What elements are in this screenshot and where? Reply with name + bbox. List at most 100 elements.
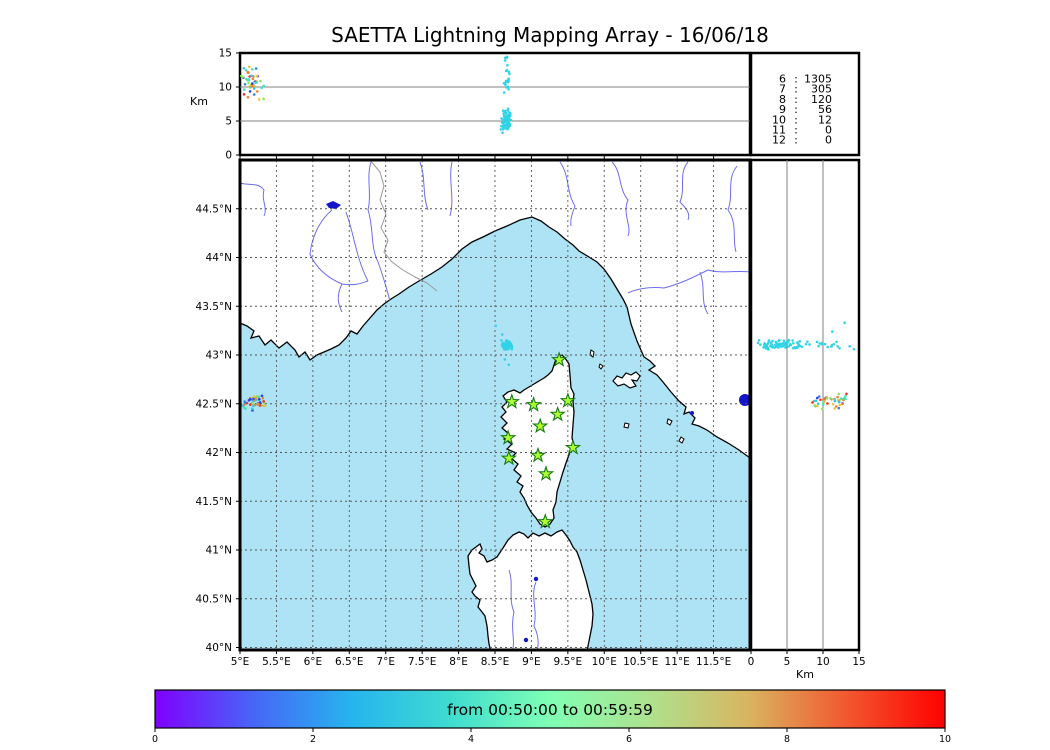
lightning-source-dot	[784, 346, 787, 349]
right-altitude-tick-label: 0	[748, 656, 755, 668]
lightning-source-dot	[242, 88, 246, 91]
lightning-source-dot	[255, 90, 259, 93]
river-line	[337, 283, 343, 313]
time-colorbar: from 00:50:00 to 00:59:59 0 2 4 6 8 10	[152, 689, 951, 745]
map-axis-ticks: 5°E 5.5°E 6°E 6.5°E 7°E 7.5°E 8°E 8.5°E 9°E 9.5°E…	[196, 203, 732, 668]
lightning-source-dot	[510, 347, 514, 351]
lat-tick-label: 44°N	[206, 252, 232, 264]
lightning-source-dot	[262, 84, 266, 88]
legend-source-count: 305	[811, 83, 832, 96]
lightning-source-dot	[798, 340, 802, 343]
altitude-tick-label: 5	[225, 116, 232, 128]
legend-source-count: 0	[825, 134, 832, 147]
lightning-source-dot	[502, 114, 506, 118]
lightning-source-dot	[814, 399, 818, 403]
lma-station-star-icon	[564, 438, 582, 455]
lightning-source-dot	[257, 397, 261, 401]
lightning-source-dot	[795, 346, 799, 349]
lightning-source-dot	[838, 403, 842, 407]
lightning-source-dot	[508, 72, 511, 76]
lightning-source-dot	[500, 117, 503, 120]
lightning-source-dot	[795, 341, 799, 344]
lon-tick-label: 7°E	[376, 656, 395, 668]
lightning-source-dot	[250, 74, 253, 78]
lightning-source-dot	[248, 90, 252, 93]
lightning-source-dot	[835, 340, 838, 344]
lightning-source-dot	[832, 342, 836, 346]
lon-tick-label: 10°E	[592, 656, 617, 668]
lightning-source-dot	[506, 342, 509, 345]
lightning-source-dot	[255, 74, 259, 78]
altitude-latitude-panel: 0 5 10 15 Km	[748, 158, 866, 681]
lightning-source-dot	[263, 404, 267, 408]
lightning-source-dot	[845, 392, 848, 396]
river-line	[611, 161, 630, 237]
lightning-source-dot	[767, 341, 770, 344]
lma-station-star-icon	[537, 465, 555, 481]
lightning-source-dot	[759, 343, 762, 346]
island-small-ne-corsica	[598, 363, 604, 370]
legend-station-number: 12	[772, 134, 786, 147]
lightning-source-dot	[259, 79, 262, 83]
lightning-source-dot	[250, 82, 254, 85]
river-line	[345, 211, 369, 282]
colorbar-tick-label: 6	[626, 734, 632, 745]
lightning-source-dot	[815, 404, 819, 408]
lightning-source-dot	[242, 403, 246, 406]
altitude-tick-label: 15	[219, 48, 232, 60]
colorbar-gradient-bar	[154, 689, 946, 729]
top-panel-gridlines	[240, 86, 750, 122]
lightning-source-dot	[253, 395, 256, 398]
lightning-source-dot	[504, 127, 508, 130]
island-montecristo	[666, 418, 673, 426]
lightning-source-dot	[241, 75, 244, 79]
lightning-source-dot	[506, 109, 510, 112]
lightning-source-dot	[826, 345, 829, 349]
lightning-source-dot	[783, 341, 787, 345]
lat-tick-label: 41.5°N	[196, 496, 232, 508]
lightning-source-dot	[505, 68, 509, 72]
river-line	[309, 209, 369, 286]
lightning-source-dot	[262, 97, 265, 101]
lightning-source-dot	[506, 107, 510, 110]
lightning-source-dot	[837, 392, 841, 396]
lightning-source-dot	[792, 342, 795, 345]
lightning-source-dot	[815, 340, 819, 344]
lightning-source-dot	[826, 402, 829, 405]
lightning-source-dot	[778, 338, 781, 342]
lightning-source-dot	[506, 347, 510, 351]
lightning-source-dot	[837, 400, 841, 404]
island-pianosa	[623, 422, 630, 429]
lightning-sources-map	[241, 324, 514, 412]
lightning-source-dot	[501, 125, 505, 128]
legend-separator: :	[794, 73, 798, 86]
lightning-source-dot	[774, 343, 777, 347]
lightning-source-dot	[782, 339, 786, 343]
lightning-source-dot	[843, 321, 846, 325]
lightning-source-dot	[791, 346, 795, 350]
lat-tick-label: 41°N	[206, 545, 232, 557]
river-line	[508, 569, 515, 650]
lightning-source-dot	[505, 119, 509, 123]
lightning-source-dot	[830, 345, 833, 348]
lightning-source-dot	[811, 401, 814, 404]
legend-station-number: 7	[779, 83, 786, 96]
legend-separator: :	[794, 124, 798, 137]
lightning-source-dot	[509, 118, 513, 122]
river-line	[367, 161, 391, 302]
lightning-source-dot	[504, 342, 507, 346]
lightning-source-dot	[243, 400, 246, 403]
lon-tick-label: 8°E	[449, 656, 468, 668]
lightning-source-dot	[244, 68, 248, 72]
lightning-source-dot	[250, 85, 254, 88]
right-altitude-tick-label: 5	[784, 656, 791, 668]
lightning-source-dot	[507, 363, 511, 367]
lightning-source-dot	[501, 131, 504, 135]
lightning-source-dot	[504, 112, 508, 115]
lma-station-star-icon	[549, 405, 566, 422]
colorbar-tick-label: 8	[784, 734, 790, 745]
lightning-source-dot	[789, 343, 792, 347]
lightning-source-dot	[258, 404, 262, 407]
lightning-source-dot	[504, 79, 508, 83]
